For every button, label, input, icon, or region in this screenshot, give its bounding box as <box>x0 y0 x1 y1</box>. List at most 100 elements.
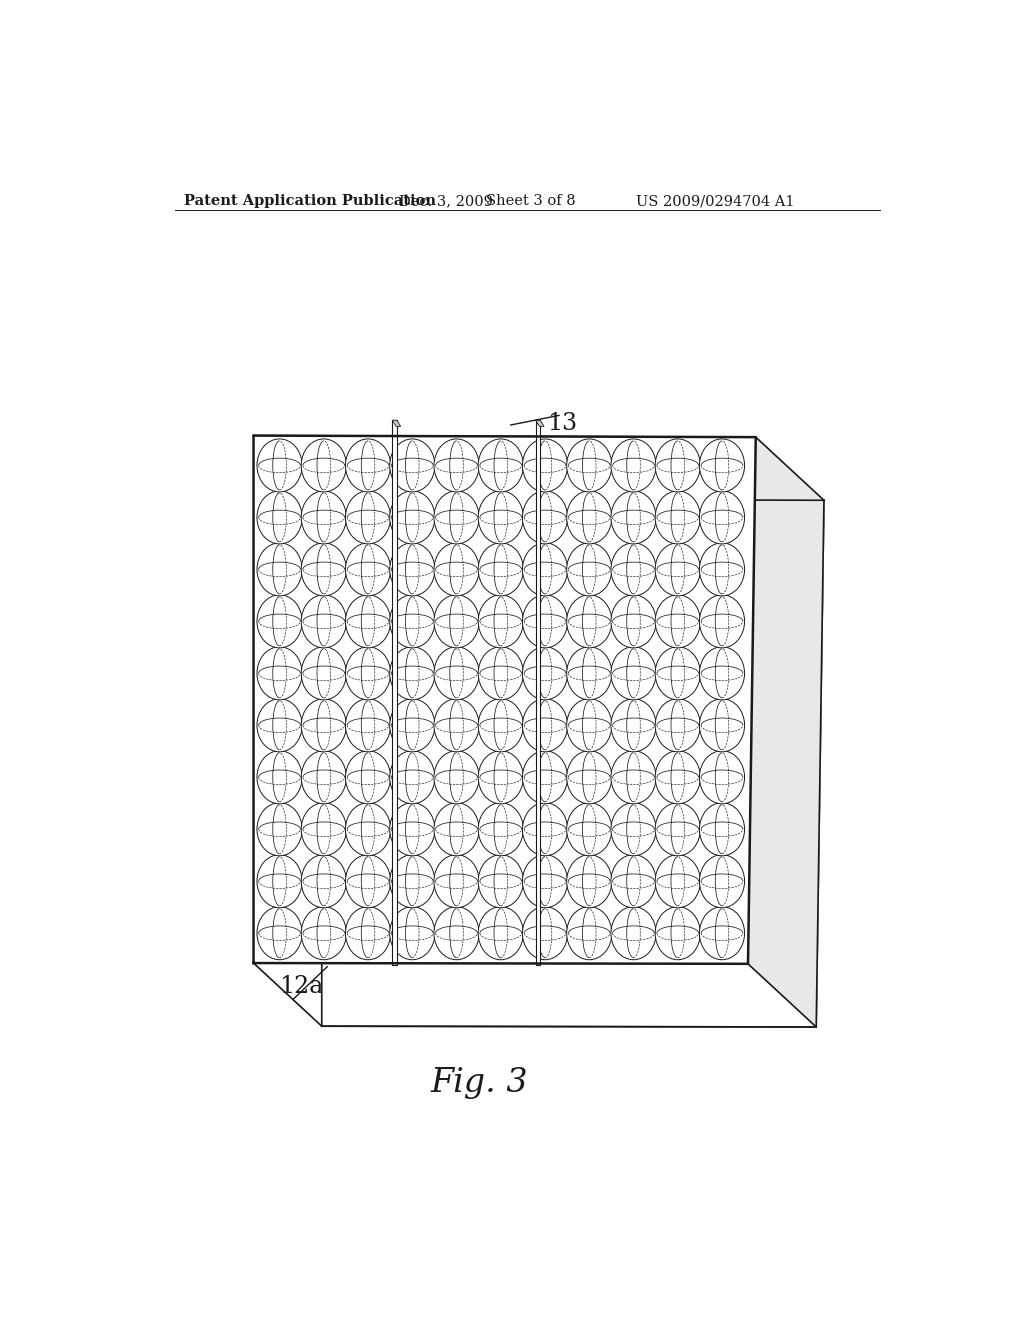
Ellipse shape <box>345 855 390 908</box>
Ellipse shape <box>434 907 479 960</box>
Ellipse shape <box>434 543 479 595</box>
Ellipse shape <box>655 543 700 595</box>
Ellipse shape <box>345 803 390 855</box>
Ellipse shape <box>478 543 523 595</box>
Ellipse shape <box>655 751 700 804</box>
Ellipse shape <box>345 595 390 648</box>
Ellipse shape <box>301 440 346 492</box>
Ellipse shape <box>345 907 390 960</box>
Ellipse shape <box>345 440 390 492</box>
Ellipse shape <box>478 647 523 700</box>
Text: 13: 13 <box>547 412 578 436</box>
Ellipse shape <box>611 440 656 492</box>
Ellipse shape <box>655 803 700 855</box>
Polygon shape <box>748 437 824 1027</box>
Ellipse shape <box>655 907 700 960</box>
Text: Patent Application Publication: Patent Application Publication <box>183 194 436 209</box>
Ellipse shape <box>301 595 346 648</box>
Ellipse shape <box>522 803 567 855</box>
Ellipse shape <box>566 543 611 595</box>
Ellipse shape <box>257 907 302 960</box>
Ellipse shape <box>257 440 302 492</box>
Ellipse shape <box>390 595 435 648</box>
Ellipse shape <box>390 803 435 855</box>
Ellipse shape <box>566 647 611 700</box>
Ellipse shape <box>611 907 656 960</box>
Ellipse shape <box>655 491 700 544</box>
Ellipse shape <box>699 751 744 804</box>
Ellipse shape <box>611 803 656 855</box>
Ellipse shape <box>257 595 302 648</box>
Ellipse shape <box>566 595 611 648</box>
Ellipse shape <box>345 647 390 700</box>
Ellipse shape <box>390 751 435 804</box>
Ellipse shape <box>257 803 302 855</box>
Text: Dec. 3, 2009: Dec. 3, 2009 <box>399 194 494 209</box>
Text: Fig. 3: Fig. 3 <box>430 1068 528 1100</box>
Ellipse shape <box>257 855 302 908</box>
Ellipse shape <box>699 907 744 960</box>
Ellipse shape <box>478 907 523 960</box>
Ellipse shape <box>566 855 611 908</box>
Ellipse shape <box>301 698 346 752</box>
Ellipse shape <box>434 803 479 855</box>
Ellipse shape <box>345 751 390 804</box>
Ellipse shape <box>478 595 523 648</box>
Ellipse shape <box>478 803 523 855</box>
Ellipse shape <box>345 698 390 752</box>
Ellipse shape <box>699 698 744 752</box>
Ellipse shape <box>699 543 744 595</box>
Ellipse shape <box>522 907 567 960</box>
Ellipse shape <box>390 543 435 595</box>
Ellipse shape <box>301 647 346 700</box>
Ellipse shape <box>257 543 302 595</box>
Ellipse shape <box>478 855 523 908</box>
Ellipse shape <box>257 491 302 544</box>
Ellipse shape <box>522 855 567 908</box>
Ellipse shape <box>434 855 479 908</box>
Ellipse shape <box>655 440 700 492</box>
Ellipse shape <box>566 907 611 960</box>
Ellipse shape <box>611 491 656 544</box>
Ellipse shape <box>611 595 656 648</box>
Ellipse shape <box>699 855 744 908</box>
Ellipse shape <box>257 698 302 752</box>
Ellipse shape <box>611 698 656 752</box>
Text: Sheet 3 of 8: Sheet 3 of 8 <box>486 194 575 209</box>
Polygon shape <box>254 436 824 500</box>
Ellipse shape <box>522 751 567 804</box>
Ellipse shape <box>390 647 435 700</box>
Polygon shape <box>322 499 824 1027</box>
Ellipse shape <box>478 698 523 752</box>
Ellipse shape <box>301 751 346 804</box>
Ellipse shape <box>566 698 611 752</box>
Ellipse shape <box>566 491 611 544</box>
Ellipse shape <box>699 440 744 492</box>
Ellipse shape <box>301 491 346 544</box>
Polygon shape <box>254 436 756 964</box>
Ellipse shape <box>434 440 479 492</box>
Ellipse shape <box>699 647 744 700</box>
Polygon shape <box>392 420 396 965</box>
Ellipse shape <box>257 751 302 804</box>
Ellipse shape <box>655 647 700 700</box>
Polygon shape <box>536 420 544 426</box>
Ellipse shape <box>434 491 479 544</box>
Ellipse shape <box>522 698 567 752</box>
Ellipse shape <box>655 698 700 752</box>
Ellipse shape <box>390 855 435 908</box>
Polygon shape <box>392 420 400 426</box>
Ellipse shape <box>655 595 700 648</box>
Ellipse shape <box>390 907 435 960</box>
Ellipse shape <box>699 491 744 544</box>
Ellipse shape <box>566 440 611 492</box>
Ellipse shape <box>390 491 435 544</box>
Ellipse shape <box>611 543 656 595</box>
Ellipse shape <box>522 440 567 492</box>
Ellipse shape <box>699 803 744 855</box>
Ellipse shape <box>611 647 656 700</box>
Polygon shape <box>536 420 541 965</box>
Text: US 2009/0294704 A1: US 2009/0294704 A1 <box>636 194 795 209</box>
Ellipse shape <box>345 543 390 595</box>
Ellipse shape <box>301 907 346 960</box>
